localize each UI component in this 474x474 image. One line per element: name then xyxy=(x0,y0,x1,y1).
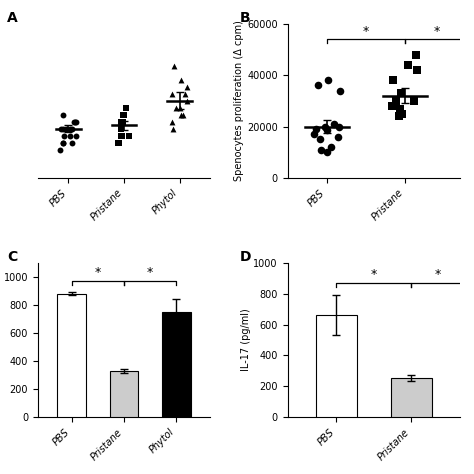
Point xyxy=(69,125,76,133)
Point xyxy=(312,125,320,133)
Point xyxy=(57,125,65,133)
Point xyxy=(178,111,185,118)
Bar xyxy=(109,371,138,417)
Point xyxy=(181,90,189,98)
Point xyxy=(118,132,126,140)
Point xyxy=(66,132,74,140)
Point xyxy=(72,118,80,126)
Y-axis label: IL-17 (pg/ml): IL-17 (pg/ml) xyxy=(241,309,251,371)
Point xyxy=(59,139,66,147)
Point xyxy=(179,111,186,118)
Point xyxy=(396,105,404,112)
Point xyxy=(323,148,331,156)
Point xyxy=(68,139,76,147)
Point xyxy=(321,123,329,130)
Point xyxy=(122,104,130,112)
Text: D: D xyxy=(239,250,251,264)
Y-axis label: Spenocytes proliferation (Δ cpm): Spenocytes proliferation (Δ cpm) xyxy=(234,20,244,181)
Point xyxy=(310,130,318,138)
Point xyxy=(177,76,185,83)
Point xyxy=(314,82,322,89)
Point xyxy=(323,127,330,134)
Point xyxy=(392,97,400,105)
Point xyxy=(335,123,343,130)
Text: *: * xyxy=(371,268,377,281)
Point xyxy=(121,111,128,118)
Point xyxy=(318,146,325,154)
Bar xyxy=(162,312,191,417)
Point xyxy=(388,102,396,110)
Point xyxy=(117,132,124,140)
Point xyxy=(169,118,176,126)
Point xyxy=(59,111,66,118)
Text: *: * xyxy=(434,268,440,281)
Point xyxy=(114,139,122,147)
Point xyxy=(168,90,176,98)
Point xyxy=(412,51,420,58)
Point xyxy=(73,132,80,140)
Point xyxy=(183,97,191,105)
Point xyxy=(331,120,338,128)
Point xyxy=(117,118,124,126)
Text: B: B xyxy=(239,11,250,25)
Text: *: * xyxy=(95,266,101,279)
Point xyxy=(119,118,127,126)
Point xyxy=(59,125,67,133)
Bar xyxy=(391,378,432,417)
Point xyxy=(397,89,405,97)
Point xyxy=(57,146,64,154)
Point xyxy=(328,143,335,151)
Point xyxy=(183,83,191,91)
Point xyxy=(169,125,177,133)
Point xyxy=(335,133,342,141)
Point xyxy=(60,132,67,140)
Point xyxy=(117,125,125,133)
Point xyxy=(176,104,183,112)
Point xyxy=(119,111,127,118)
Point xyxy=(410,97,418,105)
Point xyxy=(336,87,344,94)
Point xyxy=(63,125,70,133)
Point xyxy=(70,118,78,126)
Point xyxy=(404,61,411,69)
Bar xyxy=(316,315,357,417)
Point xyxy=(170,62,178,70)
Bar xyxy=(57,294,86,417)
Point xyxy=(59,139,67,147)
Point xyxy=(398,110,406,118)
Text: C: C xyxy=(7,250,17,264)
Text: *: * xyxy=(147,266,153,279)
Text: *: * xyxy=(433,25,439,38)
Point xyxy=(390,76,397,84)
Point xyxy=(324,76,332,84)
Point xyxy=(115,139,123,147)
Text: A: A xyxy=(7,11,18,25)
Text: *: * xyxy=(363,25,369,38)
Point xyxy=(395,112,402,120)
Point xyxy=(316,136,324,143)
Point xyxy=(173,104,180,112)
Point xyxy=(66,125,74,133)
Point xyxy=(413,66,420,74)
Point xyxy=(71,118,78,126)
Point xyxy=(125,132,133,140)
